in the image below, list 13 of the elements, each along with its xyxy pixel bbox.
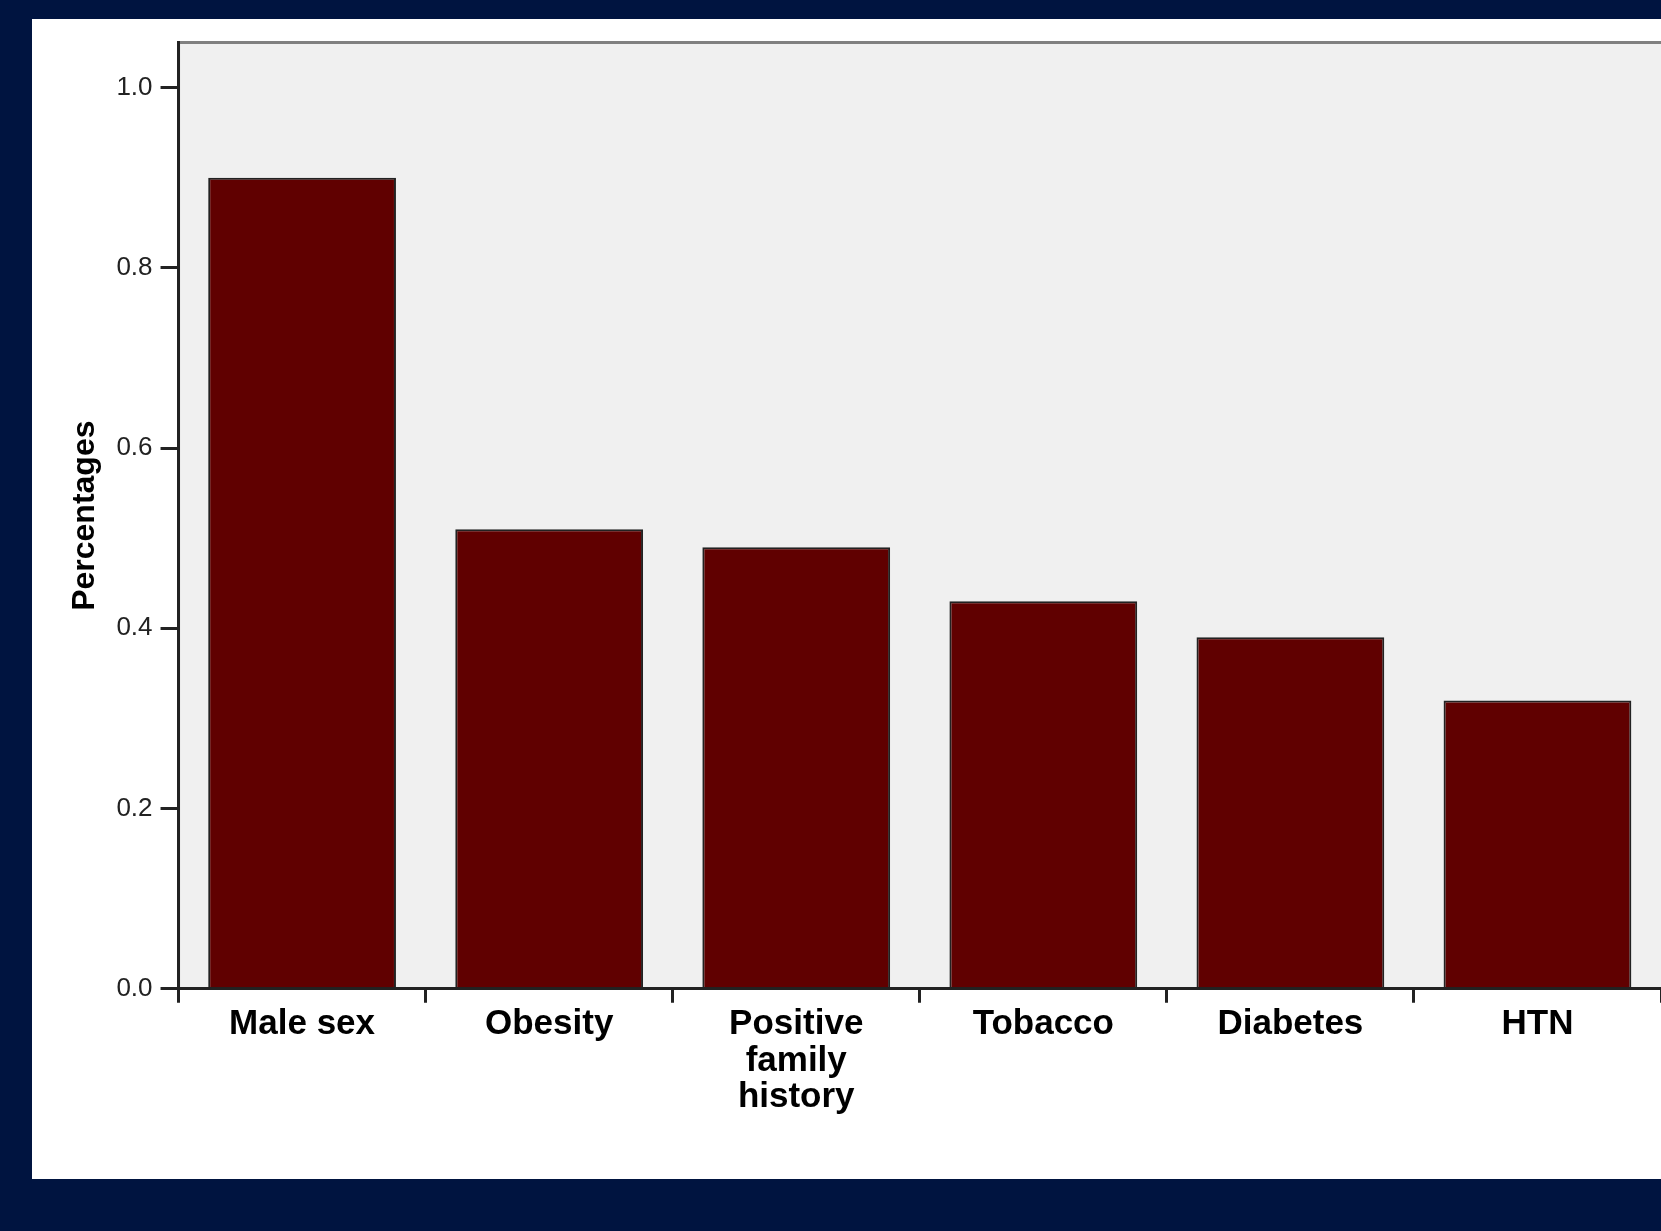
x-tick-label: Male sex — [229, 1001, 376, 1041]
x-tick-label: Positive family history — [729, 1001, 864, 1115]
y-tick-label: 0.8 — [116, 251, 153, 282]
y-tick-label: 0.6 — [116, 431, 153, 462]
x-tick-label: Diabetes — [1217, 1001, 1364, 1041]
y-tick-label: 0.4 — [116, 611, 153, 642]
x-tick-label: HTN — [1501, 1001, 1574, 1041]
y-tick-label: 0.0 — [116, 971, 153, 1002]
y-tick-label: 1.0 — [116, 70, 153, 101]
y-tick-label: 0.2 — [116, 791, 153, 822]
x-tick-label: Tobacco — [972, 1001, 1114, 1041]
y-axis-title: Percentages — [65, 420, 102, 611]
x-tick-label: Obesity — [484, 1001, 614, 1041]
